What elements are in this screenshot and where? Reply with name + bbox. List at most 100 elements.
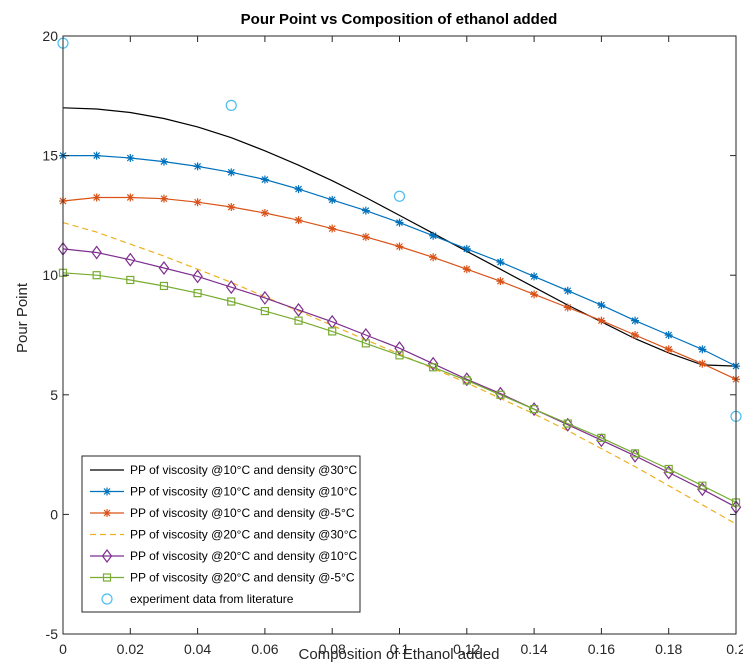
series-line	[62, 248, 737, 508]
x-axis: 0 0.02 0.04 0.06 0.08 0.1 0.12 0.14 0.16 0.18 0.2	[59, 36, 743, 657]
x-tick-label: 0.12	[453, 641, 480, 657]
x-tick-label: 0.18	[655, 641, 682, 657]
series-point	[193, 198, 202, 207]
series-line	[62, 107, 737, 367]
series-point	[126, 153, 135, 162]
legend-entry: PP of viscosity @20°C and density @10°C	[90, 549, 358, 563]
series-point	[192, 269, 203, 284]
chart-title: Pour Point vs Composition of ethanol add…	[241, 11, 558, 28]
series-point	[664, 331, 673, 339]
series-point	[631, 331, 640, 339]
series-point	[193, 289, 202, 298]
series-point	[293, 302, 304, 317]
x-tick-label: 0.06	[251, 641, 278, 657]
series-point	[563, 419, 572, 428]
series-point	[259, 290, 271, 305]
series-point	[92, 271, 101, 280]
y-tick-label: 10	[42, 267, 58, 283]
legend-label: PP of viscosity @10°C and density @30°C	[130, 463, 358, 477]
series-point	[227, 203, 236, 212]
series-point	[698, 359, 707, 368]
series-point	[361, 206, 370, 215]
y-tick-label: 0	[50, 506, 58, 522]
series-point	[159, 157, 168, 166]
series-point	[496, 258, 505, 267]
series-6	[58, 268, 741, 507]
series-point	[462, 265, 471, 274]
series-point	[496, 390, 505, 399]
series-point	[227, 297, 236, 306]
series-point	[395, 218, 404, 227]
x-tick-label: 0.1	[390, 641, 410, 657]
series-point	[126, 193, 135, 202]
legend-label: PP of viscosity @10°C and density @-5°C	[130, 506, 355, 520]
series-point	[158, 261, 170, 276]
series-point	[395, 242, 404, 251]
series-point	[360, 328, 372, 342]
series-point	[294, 216, 303, 225]
series-2	[59, 151, 740, 371]
series-point	[597, 316, 606, 325]
x-tick-label: 0.2	[726, 641, 743, 657]
legend-entry: PP of viscosity @20°C and density @-5°C	[90, 571, 355, 585]
series-1	[62, 107, 737, 367]
legend-entry: PP of viscosity @20°C and density @30°C	[90, 528, 358, 542]
x-tick-label: 0.14	[520, 641, 547, 657]
series-point	[597, 433, 606, 442]
series-point	[429, 363, 438, 372]
series-point	[328, 224, 337, 233]
legend-label: PP of viscosity @20°C and density @10°C	[130, 549, 358, 563]
legend-marker	[102, 573, 112, 582]
series-point	[563, 286, 572, 295]
x-tick-label: 0.02	[117, 641, 144, 657]
y-axis-label: Pour Point	[14, 282, 31, 353]
x-tick-label: 0.16	[588, 641, 615, 657]
x-tick-label: 0	[59, 641, 67, 657]
series-point	[328, 327, 337, 336]
series-point	[462, 376, 471, 385]
legend-entry: PP of viscosity @10°C and density @-5°C	[90, 506, 355, 520]
y-tick-label: 5	[50, 387, 58, 403]
series-point	[530, 290, 539, 299]
legend-label: experiment data from literature	[130, 592, 294, 606]
experiment-point	[225, 99, 237, 111]
series-point	[126, 275, 135, 285]
series-point	[159, 281, 169, 291]
legend-label: PP of viscosity @10°C and density @10°C	[130, 485, 358, 499]
legend-marker	[101, 549, 113, 563]
x-tick-label: 0.08	[319, 641, 346, 657]
y-tick-label: 15	[42, 148, 58, 164]
series-point	[529, 405, 539, 414]
series-point	[294, 185, 303, 194]
legend-marker	[103, 487, 111, 496]
series-point	[597, 301, 606, 310]
series-point	[92, 151, 101, 160]
series-point	[698, 345, 707, 354]
y-tick-label: -5	[46, 626, 59, 642]
x-tick-label: 0.04	[184, 641, 211, 657]
series-point	[361, 232, 370, 241]
series-point	[260, 209, 269, 218]
legend-box	[81, 455, 361, 613]
series-point	[328, 195, 337, 204]
legend-marker	[103, 509, 111, 517]
series-line	[62, 272, 737, 503]
legend: PP of viscosity @10°C and density @30°C P…	[81, 455, 361, 613]
legend-entry: experiment data from literature	[101, 592, 294, 606]
legend-label: PP of viscosity @20°C and density @-5°C	[130, 571, 355, 585]
series-point	[630, 449, 640, 458]
series-point	[395, 351, 404, 360]
legend-entry: PP of viscosity @10°C and density @10°C	[90, 485, 358, 499]
series-point	[260, 175, 269, 184]
series-point	[664, 464, 673, 474]
series-point	[530, 272, 539, 281]
series-point	[91, 245, 102, 260]
series-point	[664, 345, 673, 354]
x-axis-label: Composition of Ethanol added	[299, 646, 500, 662]
series-point	[394, 341, 405, 356]
legend-label: PP of viscosity @20°C and density @30°C	[130, 528, 358, 542]
series-point	[462, 244, 471, 253]
series-point	[429, 231, 438, 240]
series-point	[698, 481, 707, 490]
